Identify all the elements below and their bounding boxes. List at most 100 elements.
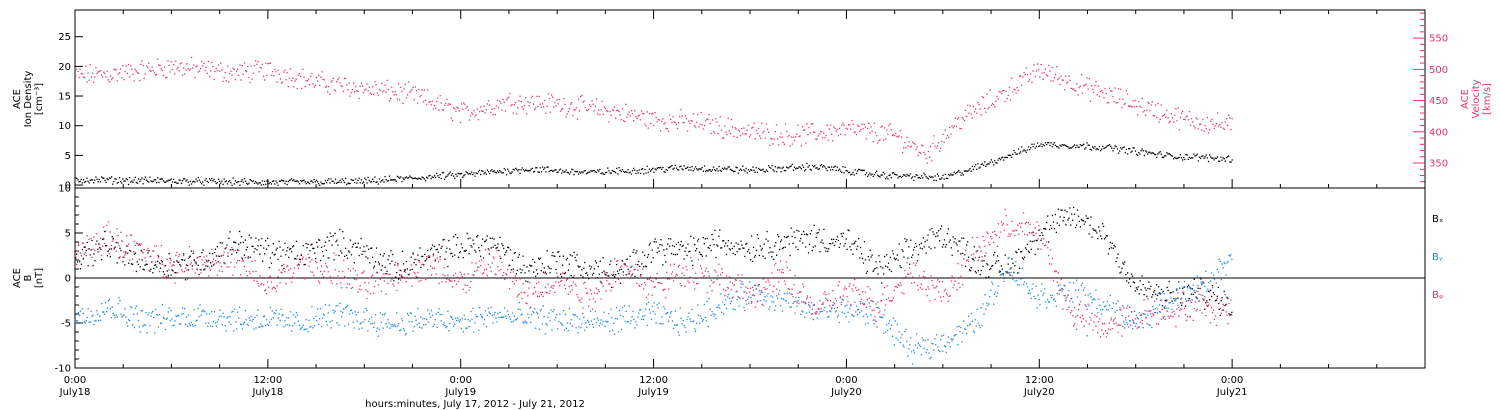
density-point [233, 183, 235, 185]
by-point [109, 308, 111, 310]
bx-point [715, 256, 717, 259]
velocity-point [1034, 75, 1036, 78]
by-point [535, 327, 537, 329]
density-point [284, 182, 286, 185]
velocity-point [213, 78, 215, 81]
velocity-point [557, 103, 559, 105]
bz-point [230, 261, 232, 263]
bx-point [1223, 290, 1225, 293]
by-point [484, 310, 487, 312]
by-point [640, 309, 642, 311]
velocity-point [512, 112, 514, 114]
by-point [387, 319, 389, 321]
by-point [512, 320, 515, 323]
by-point [83, 320, 85, 323]
density-point [923, 172, 925, 174]
density-point [760, 169, 762, 171]
by-point [605, 320, 607, 323]
density-point [309, 183, 311, 185]
velocity-point [456, 106, 458, 108]
bx-point [290, 248, 292, 250]
density-point [105, 181, 107, 183]
velocity-point [784, 123, 787, 125]
bx-point [824, 247, 826, 249]
bx-point [752, 246, 755, 249]
density-point [444, 178, 446, 180]
density-point [1133, 147, 1135, 149]
by-point [1046, 307, 1048, 309]
by-point [253, 328, 255, 330]
density-point [535, 167, 537, 169]
by-point [1126, 321, 1128, 324]
by-point [641, 318, 643, 320]
bx-point [859, 257, 861, 259]
bz-point [490, 270, 492, 273]
velocity-point [1164, 113, 1166, 115]
velocity-point [827, 139, 829, 141]
bz-point [88, 238, 90, 241]
density-point [373, 180, 375, 183]
bx-point [660, 239, 662, 241]
by-point [211, 325, 214, 327]
density-point [500, 171, 502, 173]
by-point [417, 307, 419, 310]
density-point [512, 168, 514, 170]
by-point [988, 303, 990, 305]
bx-point [601, 271, 603, 274]
bz-point [400, 274, 403, 276]
by-point [598, 325, 600, 327]
density-point [1144, 150, 1147, 152]
bz-point [447, 274, 449, 276]
density-point [764, 171, 766, 173]
density-point [733, 171, 735, 173]
by-point [859, 311, 861, 313]
density-point [285, 180, 287, 182]
bx-point [259, 253, 261, 255]
bx-point [1101, 238, 1103, 240]
density-point [1009, 154, 1012, 157]
density-axis-label-line: ACE [12, 89, 23, 109]
bx-point [139, 266, 141, 268]
bx-point [963, 237, 965, 239]
bz-point [256, 280, 258, 283]
density-point [789, 165, 791, 168]
by-point [1112, 302, 1114, 304]
density-point [1080, 145, 1083, 147]
bx-point [636, 250, 638, 252]
velocity-point [522, 108, 525, 110]
by-point [912, 363, 914, 365]
by-point [670, 310, 673, 313]
velocity-point [652, 112, 654, 115]
by-point [1134, 325, 1137, 327]
bx-point [674, 254, 677, 256]
bx-point [1005, 271, 1007, 273]
velocity-point [1049, 70, 1051, 72]
bx-point [864, 259, 867, 261]
bx-point [618, 269, 621, 271]
bz-point [349, 270, 352, 272]
velocity-point [1159, 118, 1161, 121]
bx-point [1153, 291, 1155, 293]
bx-point [289, 248, 291, 250]
bx-point [755, 249, 758, 252]
by-point [194, 324, 196, 327]
bx-point [1089, 224, 1091, 226]
bx-point [337, 244, 339, 246]
by-point [172, 325, 174, 327]
velocity-point [360, 82, 363, 84]
bx-point [622, 271, 624, 273]
bz-point [170, 259, 172, 261]
by-point [203, 310, 205, 312]
by-point [712, 313, 714, 315]
by-point [443, 322, 445, 324]
density-point [799, 166, 801, 168]
velocity-point [748, 136, 751, 138]
velocity-point [411, 88, 413, 91]
bz-point [452, 286, 454, 288]
density-point [495, 172, 498, 174]
density-point [375, 181, 377, 183]
bz-point [239, 274, 242, 276]
density-point [539, 167, 541, 169]
density-point [1165, 155, 1167, 157]
bx-point [157, 255, 160, 257]
